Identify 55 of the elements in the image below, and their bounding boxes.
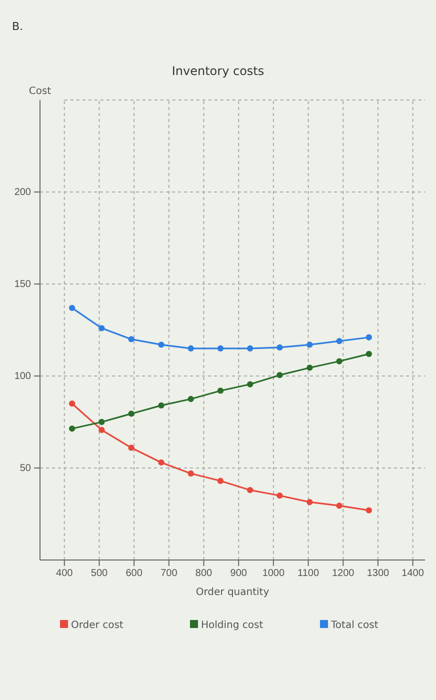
legend-label: Order cost bbox=[71, 620, 124, 631]
point bbox=[217, 345, 224, 352]
x-axis-title: Order quantity bbox=[196, 587, 270, 598]
y-tick-label: 100 bbox=[14, 371, 32, 382]
point bbox=[336, 338, 342, 344]
point bbox=[336, 502, 342, 509]
x-tick-label: 900 bbox=[230, 568, 248, 580]
point bbox=[68, 400, 76, 407]
point bbox=[98, 325, 105, 332]
point bbox=[128, 444, 134, 451]
point bbox=[188, 345, 194, 352]
point bbox=[68, 426, 76, 432]
legend-label: Holding cost bbox=[201, 620, 264, 631]
y-tick-label: 150 bbox=[14, 279, 32, 290]
point bbox=[128, 410, 134, 417]
point bbox=[276, 344, 283, 351]
point bbox=[98, 426, 105, 433]
x-tick-label: 1200 bbox=[332, 568, 355, 580]
point bbox=[366, 334, 372, 340]
text: B. bbox=[12, 20, 24, 33]
point bbox=[158, 402, 164, 409]
point bbox=[276, 492, 283, 499]
point bbox=[217, 388, 224, 394]
point bbox=[98, 418, 105, 426]
point bbox=[188, 396, 194, 402]
x-tick-label: 1100 bbox=[298, 568, 320, 580]
point bbox=[306, 364, 313, 371]
point bbox=[336, 358, 342, 364]
point bbox=[68, 304, 76, 312]
y-axis-title: Cost bbox=[28, 86, 52, 97]
x-tick-label: 400 bbox=[56, 568, 74, 580]
point bbox=[158, 342, 164, 348]
chart-title: Inventory costs bbox=[172, 64, 264, 78]
legend-label: Total cost bbox=[330, 620, 378, 631]
x-tick-label: 1000 bbox=[262, 568, 285, 580]
point bbox=[276, 372, 283, 378]
y-tick-label: 200 bbox=[14, 187, 32, 198]
point bbox=[306, 342, 313, 348]
x-tick-label: 500 bbox=[90, 568, 108, 580]
point bbox=[247, 345, 254, 352]
x-tick-label: 1400 bbox=[402, 568, 424, 580]
point bbox=[366, 507, 372, 514]
point bbox=[158, 459, 164, 466]
x-tick-label: 700 bbox=[160, 568, 178, 580]
point bbox=[128, 336, 134, 342]
point bbox=[247, 486, 254, 494]
x-tick-label: 1300 bbox=[366, 568, 390, 580]
point bbox=[217, 478, 224, 484]
x-tick-label: 800 bbox=[195, 568, 213, 580]
point bbox=[188, 470, 194, 477]
x-tick-label: 600 bbox=[126, 568, 143, 580]
y-tick-label: 50 bbox=[20, 463, 32, 474]
point bbox=[366, 350, 372, 358]
point bbox=[247, 381, 254, 388]
point bbox=[306, 498, 313, 506]
